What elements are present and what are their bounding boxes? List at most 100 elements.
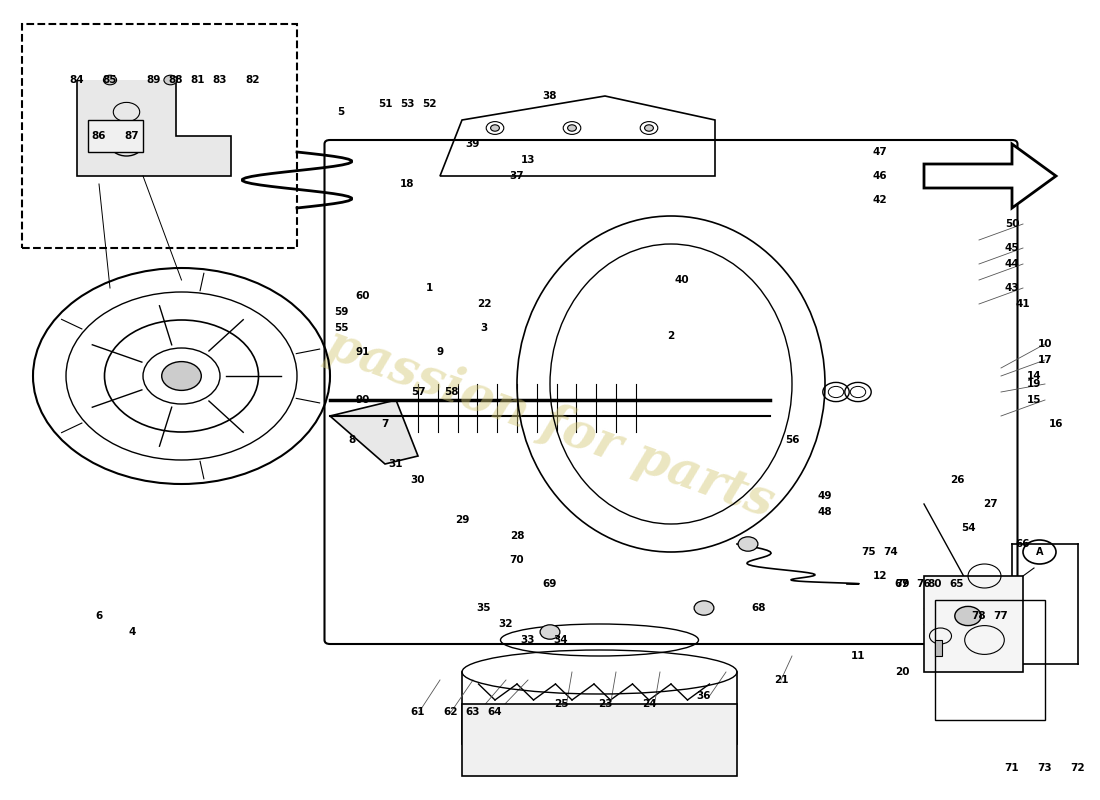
Text: 18: 18 bbox=[399, 179, 415, 189]
Text: A: A bbox=[1036, 547, 1043, 557]
Circle shape bbox=[491, 125, 499, 131]
Text: 33: 33 bbox=[520, 635, 536, 645]
Text: 72: 72 bbox=[1070, 763, 1086, 773]
Text: 87: 87 bbox=[124, 131, 140, 141]
Text: 26: 26 bbox=[949, 475, 965, 485]
Text: 78: 78 bbox=[971, 611, 987, 621]
Text: 65: 65 bbox=[949, 579, 965, 589]
Text: 19: 19 bbox=[1026, 379, 1042, 389]
Text: 15: 15 bbox=[1026, 395, 1042, 405]
Circle shape bbox=[568, 125, 576, 131]
Text: 60: 60 bbox=[355, 291, 371, 301]
Text: 69: 69 bbox=[542, 579, 558, 589]
Text: 34: 34 bbox=[553, 635, 569, 645]
Text: 41: 41 bbox=[1015, 299, 1031, 309]
Text: 66: 66 bbox=[1015, 539, 1031, 549]
Text: 83: 83 bbox=[212, 75, 228, 85]
Text: 57: 57 bbox=[410, 387, 426, 397]
PathPatch shape bbox=[330, 400, 418, 464]
Text: 89: 89 bbox=[146, 75, 162, 85]
Circle shape bbox=[162, 362, 201, 390]
Text: 84: 84 bbox=[69, 75, 85, 85]
Text: 47: 47 bbox=[872, 147, 888, 157]
Circle shape bbox=[540, 625, 560, 639]
Text: 61: 61 bbox=[410, 707, 426, 717]
Text: 50: 50 bbox=[1004, 219, 1020, 229]
Text: 85: 85 bbox=[102, 75, 118, 85]
Text: 25: 25 bbox=[553, 699, 569, 709]
Text: 24: 24 bbox=[641, 699, 657, 709]
Text: 43: 43 bbox=[1004, 283, 1020, 293]
Text: 42: 42 bbox=[872, 195, 888, 205]
Text: 63: 63 bbox=[465, 707, 481, 717]
Text: 81: 81 bbox=[190, 75, 206, 85]
Text: 73: 73 bbox=[1037, 763, 1053, 773]
Text: 12: 12 bbox=[872, 571, 888, 581]
Bar bbox=[935, 640, 942, 656]
Text: 7: 7 bbox=[382, 419, 388, 429]
Text: 32: 32 bbox=[498, 619, 514, 629]
Text: 44: 44 bbox=[1004, 259, 1020, 269]
Circle shape bbox=[955, 606, 981, 626]
Text: 2: 2 bbox=[668, 331, 674, 341]
Text: 17: 17 bbox=[1037, 355, 1053, 365]
Text: 53: 53 bbox=[399, 99, 415, 109]
Text: 48: 48 bbox=[817, 507, 833, 517]
Text: 55: 55 bbox=[333, 323, 349, 333]
Circle shape bbox=[645, 125, 653, 131]
Text: 86: 86 bbox=[91, 131, 107, 141]
Text: 80: 80 bbox=[927, 579, 943, 589]
Text: 91: 91 bbox=[355, 347, 371, 357]
Text: 9: 9 bbox=[437, 347, 443, 357]
Text: 30: 30 bbox=[410, 475, 426, 485]
Text: 68: 68 bbox=[751, 603, 767, 613]
Text: 4: 4 bbox=[129, 627, 135, 637]
Text: 23: 23 bbox=[597, 699, 613, 709]
Bar bbox=[462, 704, 737, 776]
Text: 40: 40 bbox=[674, 275, 690, 285]
Text: passion for parts: passion for parts bbox=[319, 320, 781, 528]
Text: 88: 88 bbox=[168, 75, 184, 85]
Text: 37: 37 bbox=[509, 171, 525, 181]
Circle shape bbox=[694, 601, 714, 615]
Text: 3: 3 bbox=[481, 323, 487, 333]
Text: 51: 51 bbox=[377, 99, 393, 109]
Text: 22: 22 bbox=[476, 299, 492, 309]
Text: 74: 74 bbox=[883, 547, 899, 557]
Text: 36: 36 bbox=[696, 691, 712, 701]
Text: 59: 59 bbox=[333, 307, 349, 317]
Text: 8: 8 bbox=[349, 435, 355, 445]
Text: 14: 14 bbox=[1026, 371, 1042, 381]
Text: 10: 10 bbox=[1037, 339, 1053, 349]
Text: 52: 52 bbox=[421, 99, 437, 109]
Text: 39: 39 bbox=[465, 139, 481, 149]
Text: 54: 54 bbox=[960, 523, 976, 533]
Bar bbox=[22, 24, 297, 248]
Text: 75: 75 bbox=[861, 547, 877, 557]
Text: 29: 29 bbox=[454, 515, 470, 525]
Text: 45: 45 bbox=[1004, 243, 1020, 253]
Text: 90: 90 bbox=[355, 395, 371, 405]
PathPatch shape bbox=[924, 144, 1056, 208]
Text: 49: 49 bbox=[817, 491, 833, 501]
Text: 5: 5 bbox=[338, 107, 344, 117]
Text: 46: 46 bbox=[872, 171, 888, 181]
Text: 6: 6 bbox=[96, 611, 102, 621]
Text: 21: 21 bbox=[773, 675, 789, 685]
Text: 76: 76 bbox=[916, 579, 932, 589]
Circle shape bbox=[164, 75, 177, 85]
Text: 13: 13 bbox=[520, 155, 536, 165]
Text: 77: 77 bbox=[993, 611, 1009, 621]
Text: 58: 58 bbox=[443, 387, 459, 397]
Bar bbox=[924, 576, 1023, 672]
Text: 38: 38 bbox=[542, 91, 558, 101]
Text: 62: 62 bbox=[443, 707, 459, 717]
Text: 11: 11 bbox=[850, 651, 866, 661]
Text: 79: 79 bbox=[894, 579, 910, 589]
Bar bbox=[935, 600, 1045, 720]
Circle shape bbox=[103, 75, 117, 85]
Text: 64: 64 bbox=[487, 707, 503, 717]
Text: 35: 35 bbox=[476, 603, 492, 613]
Bar bbox=[88, 120, 143, 152]
Text: 56: 56 bbox=[784, 435, 800, 445]
